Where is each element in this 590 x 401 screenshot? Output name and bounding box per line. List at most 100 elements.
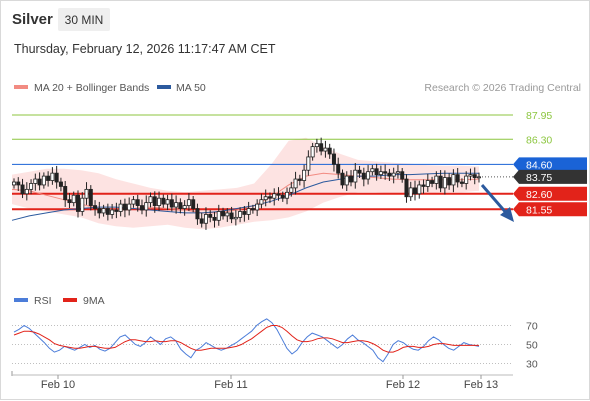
candle-body <box>169 199 174 208</box>
candle-body <box>84 188 89 199</box>
candle-body <box>225 212 230 217</box>
candle-body <box>314 143 319 148</box>
candle-body <box>297 178 302 181</box>
candle-body <box>221 211 226 217</box>
candle <box>430 176 435 188</box>
candle <box>131 196 136 208</box>
candle-body <box>302 169 307 181</box>
candle <box>263 189 268 207</box>
candle <box>267 192 272 204</box>
candle-body <box>331 153 336 165</box>
candle <box>71 191 76 207</box>
candle <box>285 187 290 205</box>
candle-body <box>327 147 332 155</box>
candle <box>242 206 247 222</box>
candle <box>20 178 25 199</box>
candle <box>127 197 132 216</box>
candle-body <box>434 175 439 184</box>
candle <box>400 168 405 183</box>
candle-body <box>75 194 80 212</box>
candle <box>80 192 85 216</box>
candle <box>370 165 375 176</box>
candle-body <box>306 156 311 171</box>
candle <box>50 167 55 185</box>
candle-body <box>395 171 400 174</box>
candle <box>144 195 149 217</box>
rsi-series-9ma <box>13 325 479 353</box>
candle <box>229 206 234 224</box>
candle-body <box>404 178 409 198</box>
candle <box>221 207 226 220</box>
candle-body <box>24 188 29 195</box>
candle-body <box>263 196 268 201</box>
candle <box>378 165 383 179</box>
ma20-legend-swatch <box>14 85 28 89</box>
candle <box>455 168 460 188</box>
candle-body <box>391 172 396 177</box>
candle-body <box>16 181 21 186</box>
candle <box>391 167 396 184</box>
candle-body <box>289 187 294 193</box>
candle-body <box>110 209 115 215</box>
candle <box>387 168 392 181</box>
candle-body <box>336 163 341 174</box>
candle-body <box>276 193 281 196</box>
candle <box>357 165 362 179</box>
candle <box>344 171 349 191</box>
candle <box>191 196 196 213</box>
candle-body <box>46 175 51 181</box>
candle-body <box>93 205 98 209</box>
candle-body <box>131 199 136 205</box>
candle-body <box>144 202 149 211</box>
candle-body <box>417 184 422 195</box>
candle <box>404 174 409 203</box>
candle <box>408 181 413 202</box>
candle <box>88 185 93 211</box>
candle-body <box>212 216 217 221</box>
candle-body <box>246 208 251 215</box>
level-tag-support <box>513 186 587 201</box>
candle <box>323 140 328 158</box>
candle-body <box>272 193 277 199</box>
candle-body <box>114 209 119 212</box>
candle-body <box>310 146 315 158</box>
candle <box>413 180 418 201</box>
candle <box>75 190 80 218</box>
candle-body <box>238 211 243 218</box>
candle <box>33 173 38 191</box>
candle-body <box>357 169 362 174</box>
candle <box>199 212 204 228</box>
candle-body <box>425 180 430 187</box>
candle <box>425 173 430 192</box>
candle-body <box>378 171 383 176</box>
candle-body <box>259 199 264 205</box>
candle-body <box>203 214 208 224</box>
candle <box>289 181 294 197</box>
candle <box>272 188 277 206</box>
candle <box>161 194 166 208</box>
candle-body <box>459 181 464 184</box>
candle-body <box>71 194 76 204</box>
candle-body <box>233 216 238 220</box>
candle-body <box>41 175 46 186</box>
candle-body <box>442 177 447 189</box>
candle <box>233 210 238 226</box>
candle-body <box>11 181 16 186</box>
candle-body <box>118 203 123 212</box>
candle <box>314 138 319 153</box>
candle <box>361 167 366 187</box>
candle <box>417 180 422 199</box>
candle-body <box>413 187 418 195</box>
candle-body <box>161 197 166 205</box>
candle <box>238 207 243 223</box>
ma50-legend-swatch <box>157 85 171 89</box>
candle <box>336 157 341 179</box>
timeframe-button[interactable]: 30 MIN <box>58 8 110 31</box>
level-tag-pivot <box>513 157 587 172</box>
candle <box>118 199 123 217</box>
candle <box>152 191 157 213</box>
candle-body <box>383 171 388 174</box>
candle <box>101 204 106 217</box>
candle <box>319 137 324 156</box>
candle-body <box>37 178 42 186</box>
